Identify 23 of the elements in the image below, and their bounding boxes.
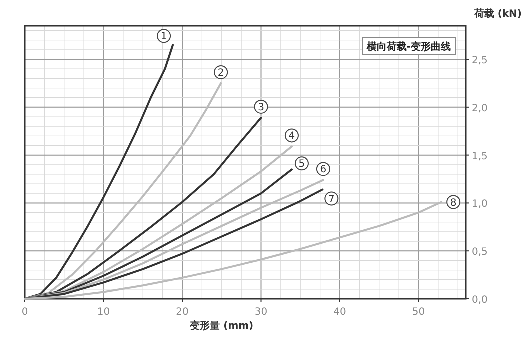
series-label: 2 bbox=[218, 68, 224, 79]
series-label: 7 bbox=[328, 194, 335, 206]
series-label: 6 bbox=[320, 164, 327, 176]
series-label: 1 bbox=[160, 32, 168, 43]
x-tick-label: 20 bbox=[176, 307, 189, 318]
x-tick-label: 30 bbox=[254, 307, 268, 318]
y-tick-label: 1,5 bbox=[472, 151, 488, 162]
x-tick-label: 10 bbox=[97, 307, 110, 318]
series-label: 4 bbox=[288, 131, 296, 142]
text: 横向荷载-变形曲线 bbox=[366, 41, 451, 53]
x-axis-title: 变形量 (mm) bbox=[189, 320, 254, 332]
y-axis-title: 荷载 (kN) bbox=[473, 8, 522, 20]
y-tick-label: 0,0 bbox=[472, 295, 488, 306]
x-tick-label: 0 bbox=[22, 307, 28, 318]
series-label: 3 bbox=[258, 102, 264, 114]
y-tick-label: 2,0 bbox=[472, 103, 488, 114]
x-tick-label: 40 bbox=[334, 307, 346, 318]
y-tick-label: 1,0 bbox=[472, 199, 488, 210]
x-tick-label: 50 bbox=[412, 307, 426, 318]
y-tick-label: 0,5 bbox=[472, 247, 488, 258]
series-label: 8 bbox=[450, 198, 457, 209]
series-label: 5 bbox=[298, 159, 306, 170]
y-tick-label: 2,5 bbox=[472, 56, 488, 67]
